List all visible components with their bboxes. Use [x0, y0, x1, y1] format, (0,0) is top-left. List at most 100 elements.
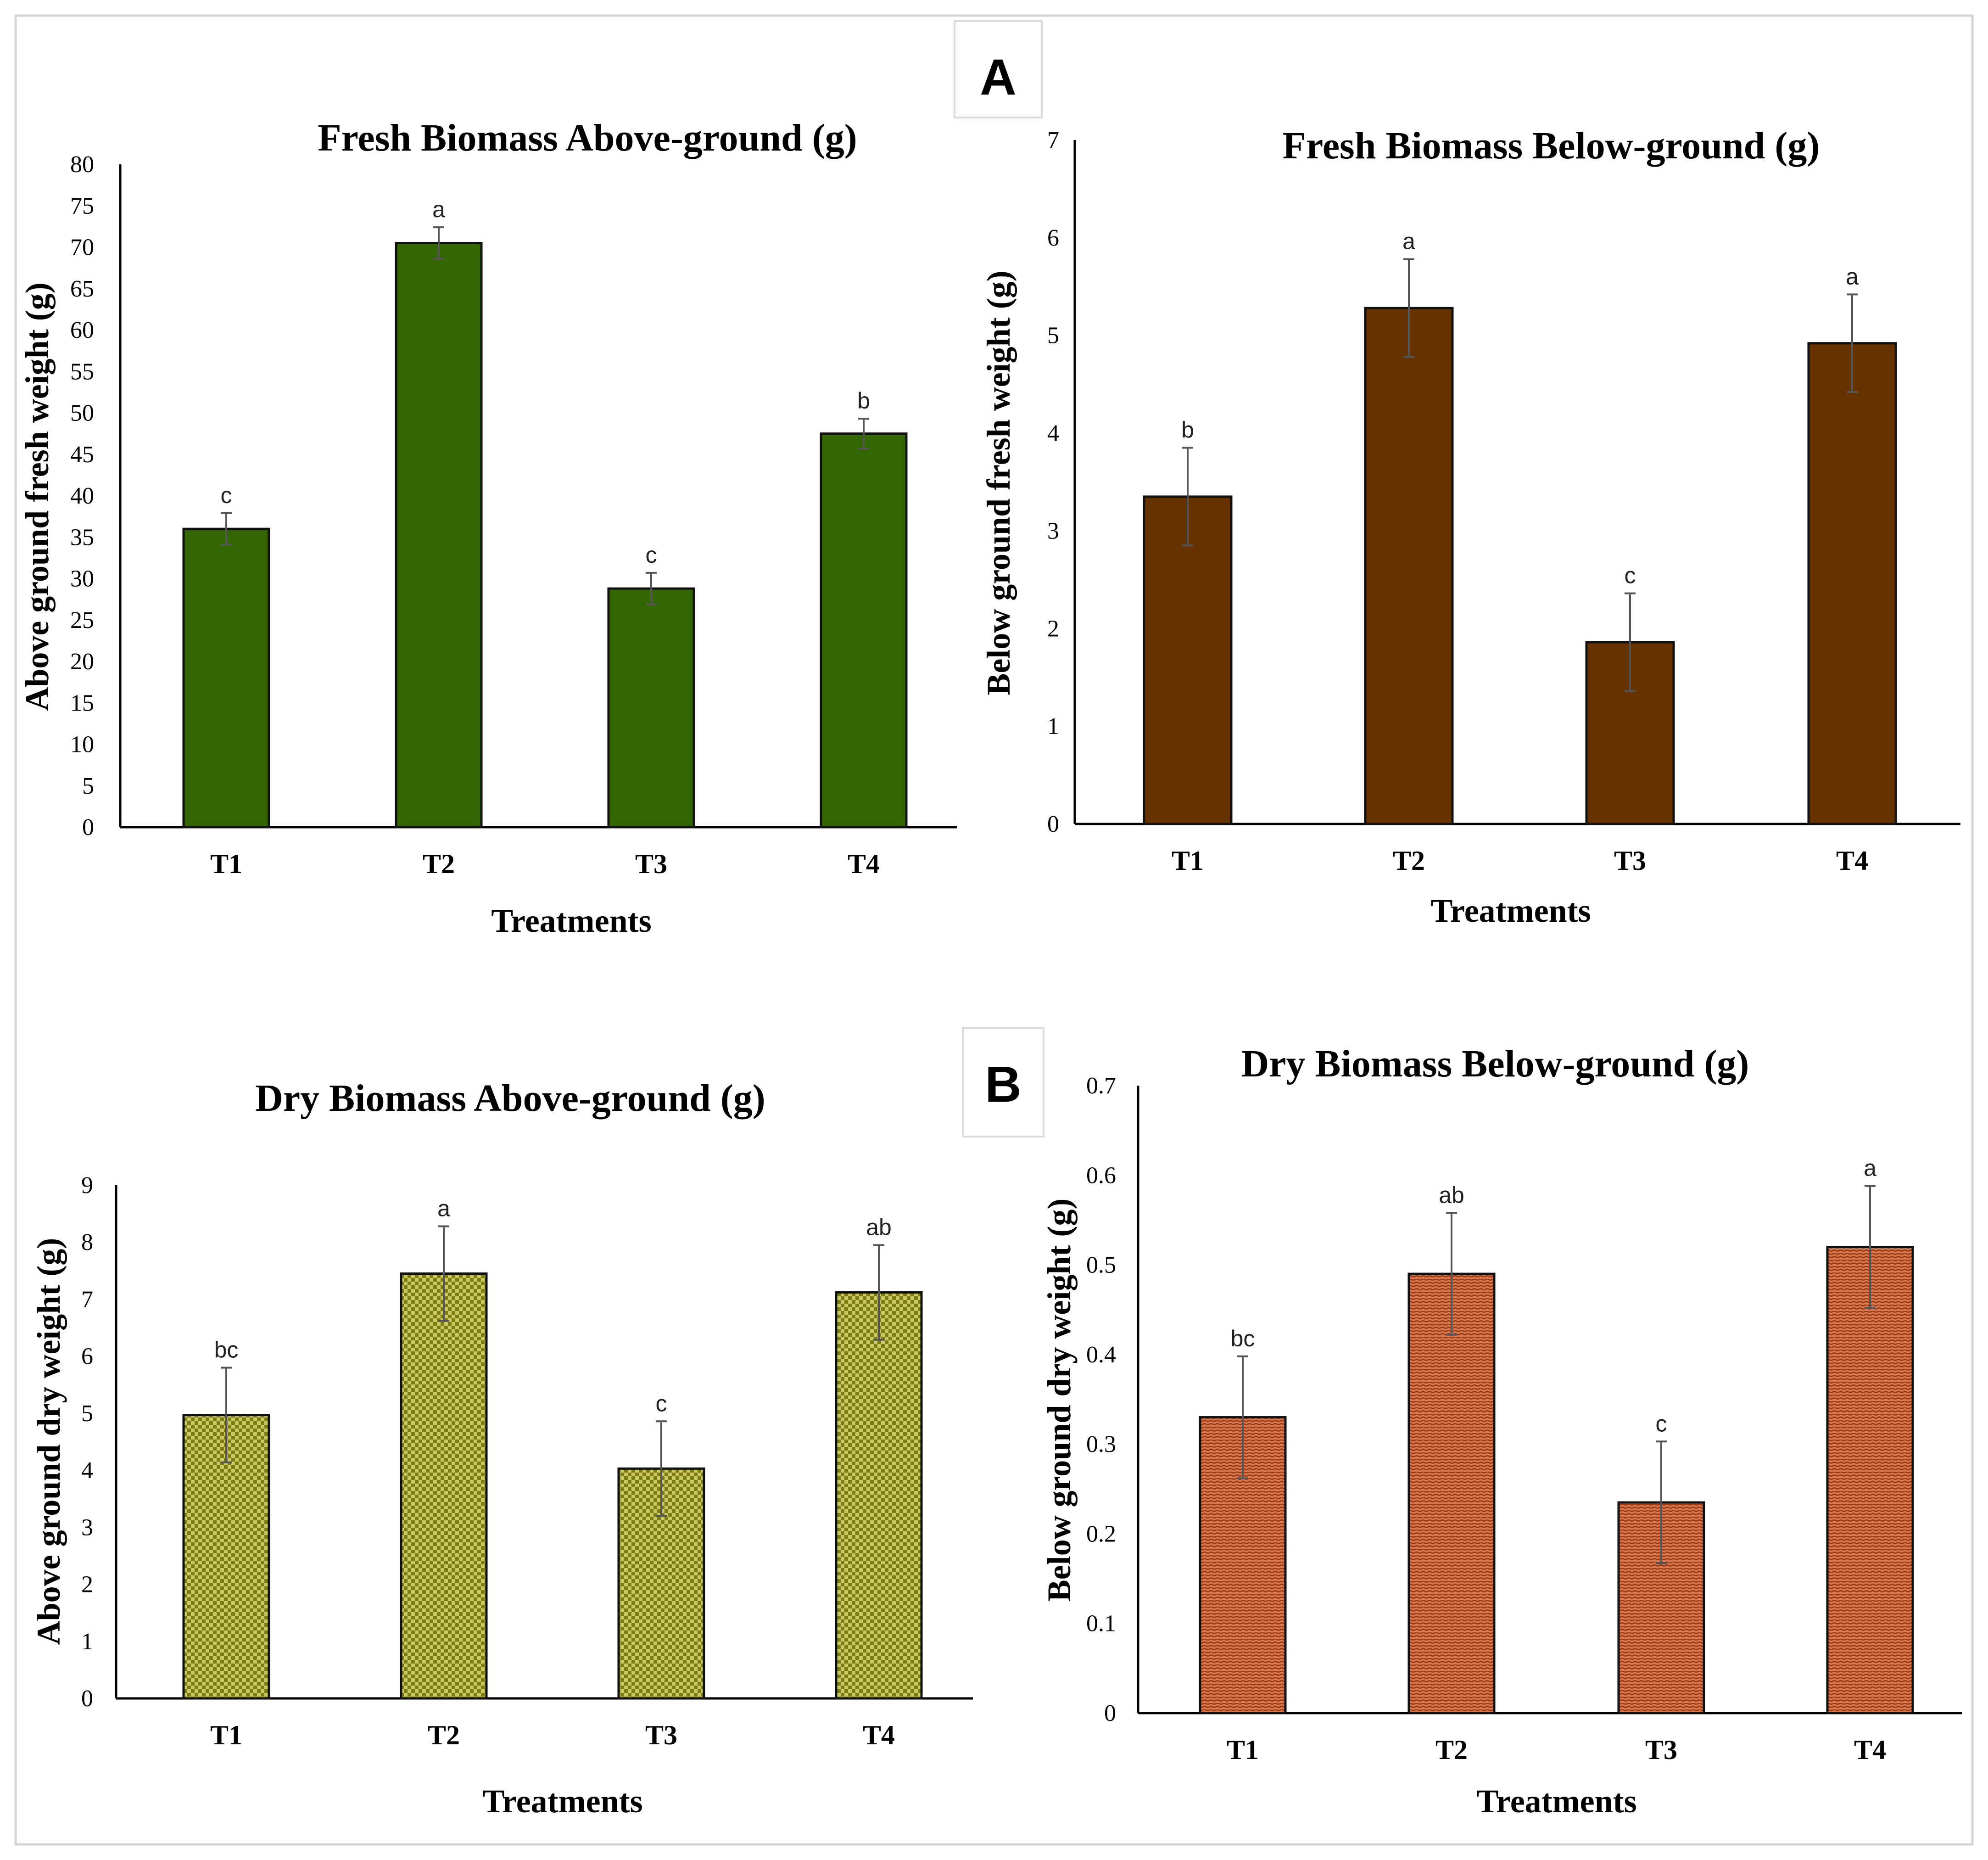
x-tick-label: T3 [645, 1720, 677, 1750]
y-tick-label: 0 [81, 1686, 93, 1712]
significance-label: c [221, 482, 232, 508]
x-tick-label: T4 [1836, 846, 1868, 876]
y-axis-label: Below ground dry weight (g) [1041, 1199, 1078, 1602]
y-tick-label: 4 [81, 1457, 93, 1484]
x-tick-label: T1 [1227, 1735, 1259, 1765]
y-tick-label: 20 [70, 649, 94, 675]
x-axis-label: Treatments [491, 902, 651, 939]
error-bar-t4 [1865, 1185, 1876, 1309]
significance-label: c [656, 1390, 667, 1416]
error-bar-t1 [221, 512, 232, 546]
bar-t2 [400, 1272, 488, 1700]
x-tick-label: T3 [635, 849, 667, 879]
bar-t2 [1407, 1272, 1496, 1714]
y-tick-label: 25 [70, 607, 94, 633]
error-bar-t3 [1625, 592, 1636, 692]
y-tick-label: 0.7 [1086, 1073, 1116, 1099]
bar-t1 [1143, 495, 1233, 825]
significance-label: a [432, 196, 445, 222]
y-axis-label: Above ground dry weight (g) [30, 1238, 67, 1645]
y-tick-label: 1 [1047, 713, 1059, 740]
error-bar-t2 [1403, 258, 1414, 358]
error-bar-t2 [438, 1225, 449, 1322]
bar-t4 [820, 432, 908, 829]
y-axis-label: Above ground fresh weight (g) [19, 282, 56, 711]
y-tick-label: 80 [70, 151, 94, 178]
y-tick-label: 0 [1104, 1700, 1116, 1726]
y-tick-label: 3 [81, 1514, 93, 1541]
y-tick-label: 2 [81, 1572, 93, 1598]
y-tick-label: 5 [82, 773, 94, 799]
chart-title: Dry Biomass Above-ground (g) [255, 1077, 765, 1120]
y-tick-label: 6 [1047, 225, 1059, 251]
y-tick-label: 45 [70, 442, 94, 468]
error-bar-t3 [656, 1420, 667, 1517]
y-tick-label: 50 [70, 400, 94, 426]
chart-title: Dry Biomass Below-ground (g) [1241, 1042, 1749, 1085]
chart-fresh-above: Fresh Biomass Above-ground (g) 0 5 10 15 20 25… [19, 117, 957, 939]
y-tick-label: 8 [81, 1229, 93, 1255]
significance-label: ab [866, 1214, 892, 1240]
chart-fresh-below: Fresh Biomass Below-ground (g) 0 1 2 3 4 5 6 7 Be… [980, 124, 1960, 929]
y-tick-label: 0.1 [1086, 1611, 1116, 1637]
y-tick-label: 75 [70, 193, 94, 219]
x-tick-label: T4 [1854, 1735, 1886, 1765]
bar-t3 [607, 587, 695, 829]
bar-t2 [395, 241, 483, 829]
panel-label-b: B [962, 1027, 1044, 1137]
y-tick-label: 0.3 [1086, 1431, 1116, 1457]
error-bar-t4 [873, 1244, 884, 1341]
figure-border [14, 14, 1974, 1846]
y-tick-label: 7 [1047, 127, 1059, 153]
y-tick-label: 55 [70, 359, 94, 385]
y-tick-label: 5 [1047, 323, 1059, 349]
error-bar-t2 [1446, 1212, 1457, 1336]
y-tick-label: 30 [70, 566, 94, 592]
x-axis-label: Treatments [1476, 1783, 1636, 1820]
y-tick-label: 6 [81, 1344, 93, 1370]
y-tick-label: 10 [70, 732, 94, 758]
bar-t4 [1826, 1246, 1914, 1714]
significance-label: a [1402, 229, 1415, 254]
y-tick-label: 40 [70, 483, 94, 509]
significance-label: a [1864, 1155, 1876, 1181]
x-tick-label: T4 [848, 849, 880, 879]
x-axis-label: Treatments [1430, 892, 1591, 929]
y-axis-label: Below ground fresh weight (g) [980, 270, 1017, 695]
panel-label-a-text: A [980, 49, 1016, 106]
significance-label: bc [1231, 1326, 1255, 1351]
y-tick-label: 0.6 [1086, 1162, 1116, 1188]
significance-label: bc [214, 1337, 239, 1363]
y-tick-label: 0.2 [1086, 1521, 1116, 1547]
x-tick-label: T1 [210, 849, 242, 879]
y-tick-label: 4 [1047, 420, 1059, 447]
x-tick-label: T1 [210, 1720, 242, 1750]
y-tick-label: 2 [1047, 616, 1059, 642]
x-tick-label: T1 [1172, 846, 1204, 876]
significance-label: b [1181, 417, 1194, 443]
significance-label: c [1625, 563, 1636, 588]
y-tick-label: 60 [70, 317, 94, 343]
bar-t1 [182, 527, 270, 829]
panel-label-a: A [954, 20, 1043, 118]
y-tick-label: 7 [81, 1286, 93, 1312]
x-tick-label: T2 [1435, 1735, 1468, 1765]
error-bar-t1 [1237, 1355, 1248, 1479]
x-axis-label: Treatments [482, 1783, 642, 1820]
error-bar-t3 [1656, 1440, 1667, 1564]
y-tick-label: 9 [81, 1172, 93, 1199]
significance-label: c [1656, 1411, 1667, 1436]
bar-t2 [1364, 307, 1454, 825]
chart-dry-above: Dry Biomass Above-ground (g) 0 1 2 3 4 5 6 7 8 9 Ab… [30, 1077, 973, 1820]
error-bar-t4 [1847, 293, 1858, 393]
chart-dry-below: Dry Biomass Below-ground (g) 0 0.1 0.2 0.3 0.… [1041, 1042, 1962, 1820]
x-tick-label: T3 [1645, 1735, 1677, 1765]
y-tick-label: 15 [70, 690, 94, 716]
y-tick-label: 0.4 [1086, 1342, 1116, 1368]
y-tick-label: 70 [70, 235, 94, 261]
error-bar-t1 [221, 1367, 232, 1463]
y-tick-label: 5 [81, 1401, 93, 1427]
x-tick-label: T3 [1614, 846, 1646, 876]
y-tick-label: 0.5 [1086, 1252, 1116, 1278]
